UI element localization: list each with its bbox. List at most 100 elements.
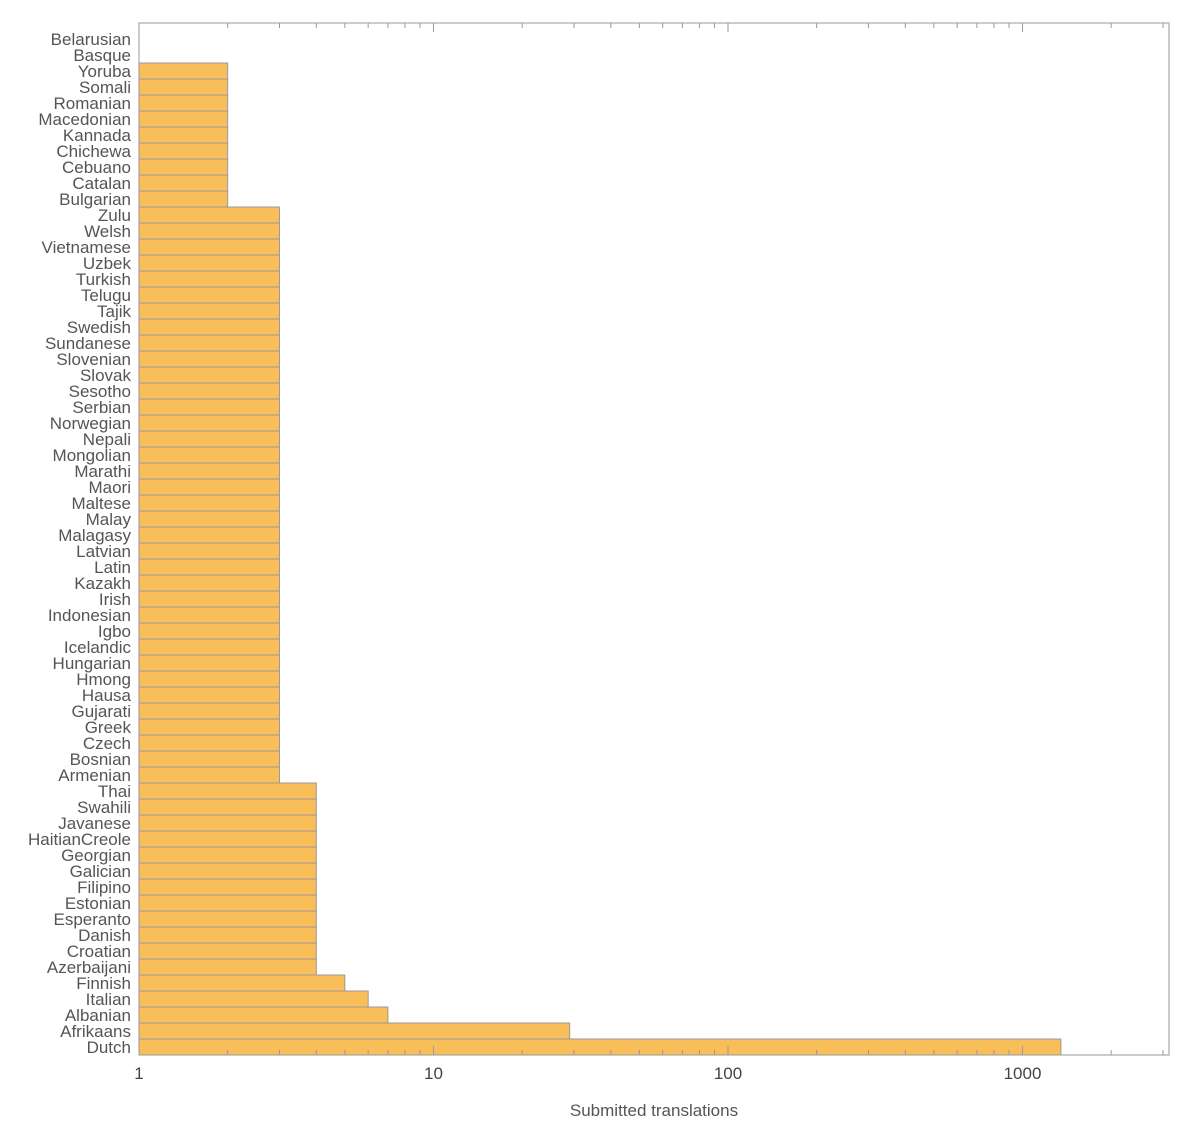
category-label-sundanese: Sundanese — [45, 334, 131, 353]
bar-swedish — [138, 318, 281, 336]
bar-estonian — [138, 894, 317, 912]
bar-turkish — [138, 270, 281, 288]
bar-cebuano — [138, 158, 229, 176]
bar-telugu — [138, 286, 281, 304]
category-label-marathi: Marathi — [74, 462, 131, 481]
bar-thai — [138, 782, 317, 800]
category-label-icelandic: Icelandic — [64, 638, 132, 657]
bar-latvian — [138, 542, 281, 560]
bar-icelandic — [138, 638, 281, 656]
bar-bosnian — [138, 750, 281, 768]
x-tick-label-1: 1 — [134, 1064, 143, 1083]
bars-group — [138, 62, 1062, 1056]
bar-hmong — [138, 670, 281, 688]
category-label-igbo: Igbo — [98, 622, 131, 641]
bar-georgian — [138, 846, 317, 864]
category-label-bulgarian: Bulgarian — [59, 190, 131, 209]
bar-dutch — [138, 1038, 1062, 1056]
bar-esperanto — [138, 910, 317, 928]
category-label-dutch: Dutch — [87, 1038, 131, 1057]
category-label-croatian: Croatian — [67, 942, 131, 961]
category-label-uzbek: Uzbek — [83, 254, 132, 273]
bar-armenian — [138, 766, 281, 784]
bar-malagasy — [138, 526, 281, 544]
category-label-yoruba: Yoruba — [78, 62, 132, 81]
category-label-haitiancreole: HaitianCreole — [28, 830, 131, 849]
category-label-hmong: Hmong — [76, 670, 131, 689]
category-label-macedonian: Macedonian — [38, 110, 131, 129]
category-labels: BelarusianBasqueYorubaSomaliRomanianMace… — [28, 30, 132, 1057]
category-label-swedish: Swedish — [67, 318, 131, 337]
bar-irish — [138, 590, 281, 608]
category-label-esperanto: Esperanto — [54, 910, 132, 929]
category-label-czech: Czech — [83, 734, 131, 753]
bar-norwegian — [138, 414, 281, 432]
bar-kazakh — [138, 574, 281, 592]
category-label-hausa: Hausa — [82, 686, 132, 705]
bar-serbian — [138, 398, 281, 416]
category-label-indonesian: Indonesian — [48, 606, 131, 625]
category-label-georgian: Georgian — [61, 846, 131, 865]
category-label-somali: Somali — [79, 78, 131, 97]
bar-welsh — [138, 222, 281, 240]
bar-igbo — [138, 622, 281, 640]
bar-slovak — [138, 366, 281, 384]
bar-latin — [138, 558, 281, 576]
bar-yoruba — [138, 62, 229, 80]
category-label-vietnamese: Vietnamese — [42, 238, 131, 257]
bar-gujarati — [138, 702, 281, 720]
category-label-thai: Thai — [98, 782, 131, 801]
bar-haitiancreole — [138, 830, 317, 848]
x-axis-title: Submitted translations — [570, 1101, 738, 1120]
category-label-turkish: Turkish — [76, 270, 131, 289]
bar-tajik — [138, 302, 281, 320]
category-label-welsh: Welsh — [84, 222, 131, 241]
category-label-latvian: Latvian — [76, 542, 131, 561]
category-label-serbian: Serbian — [72, 398, 131, 417]
bar-javanese — [138, 814, 317, 832]
category-label-italian: Italian — [86, 990, 131, 1009]
category-label-latin: Latin — [94, 558, 131, 577]
bar-chichewa — [138, 142, 229, 160]
bar-mongolian — [138, 446, 281, 464]
x-tick-label-1000: 1000 — [1004, 1064, 1042, 1083]
category-label-zulu: Zulu — [98, 206, 131, 225]
bar-greek — [138, 718, 281, 736]
bar-bulgarian — [138, 190, 229, 208]
category-label-malay: Malay — [86, 510, 132, 529]
category-label-sesotho: Sesotho — [69, 382, 131, 401]
bar-italian — [138, 990, 369, 1008]
bar-croatian — [138, 942, 317, 960]
category-label-mongolian: Mongolian — [53, 446, 131, 465]
category-label-galician: Galician — [70, 862, 131, 881]
bar-azerbaijani — [138, 958, 317, 976]
category-label-gujarati: Gujarati — [71, 702, 131, 721]
category-label-malagasy: Malagasy — [58, 526, 131, 545]
bar-zulu — [138, 206, 281, 224]
category-label-telugu: Telugu — [81, 286, 131, 305]
bar-sundanese — [138, 334, 281, 352]
category-label-nepali: Nepali — [83, 430, 131, 449]
bar-nepali — [138, 430, 281, 448]
bar-maori — [138, 478, 281, 496]
category-label-catalan: Catalan — [72, 174, 131, 193]
category-label-romanian: Romanian — [54, 94, 132, 113]
bar-malay — [138, 510, 281, 528]
bar-uzbek — [138, 254, 281, 272]
bar-vietnamese — [138, 238, 281, 256]
bar-hungarian — [138, 654, 281, 672]
bar-somali — [138, 78, 229, 96]
bar-kannada — [138, 126, 229, 144]
category-label-tajik: Tajik — [97, 302, 132, 321]
category-label-hungarian: Hungarian — [53, 654, 131, 673]
bar-slovenian — [138, 350, 281, 368]
category-label-basque: Basque — [73, 46, 131, 65]
category-label-armenian: Armenian — [58, 766, 131, 785]
category-label-kannada: Kannada — [63, 126, 132, 145]
category-label-albanian: Albanian — [65, 1006, 131, 1025]
bar-romanian — [138, 94, 229, 112]
bar-galician — [138, 862, 317, 880]
category-label-chichewa: Chichewa — [56, 142, 131, 161]
category-label-belarusian: Belarusian — [51, 30, 131, 49]
category-label-maltese: Maltese — [71, 494, 131, 513]
